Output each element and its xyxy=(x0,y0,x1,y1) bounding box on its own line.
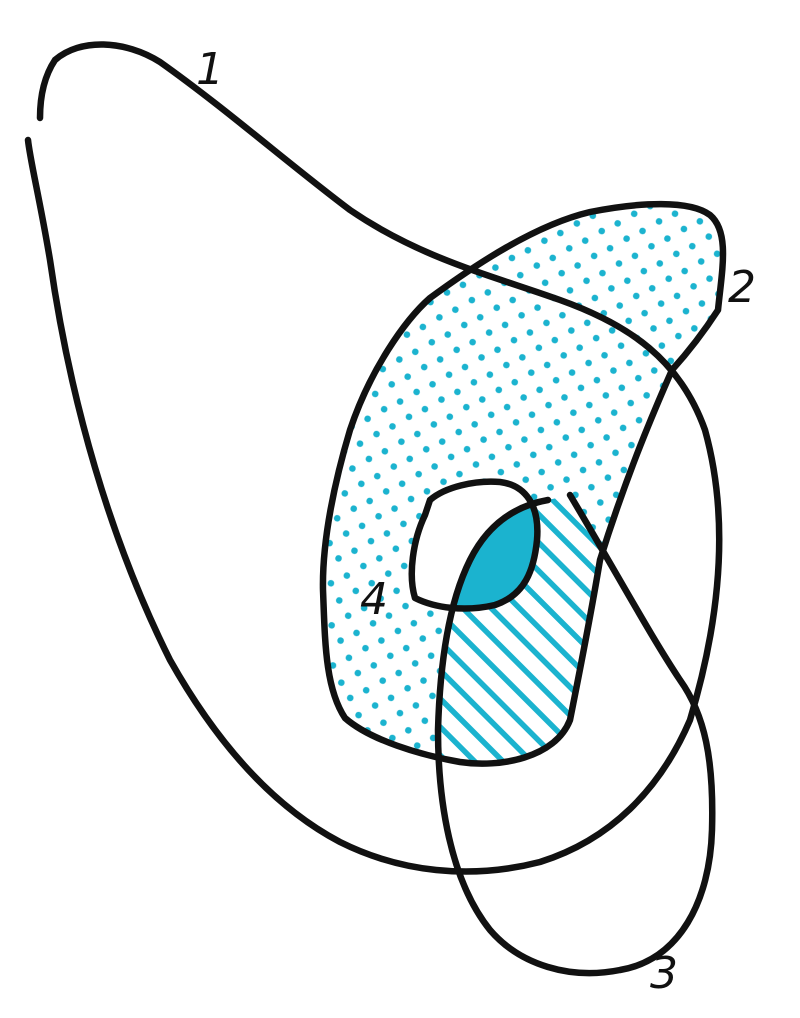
region-1-label: 1 xyxy=(196,44,224,95)
region-3-label: 3 xyxy=(650,948,678,999)
region-2-label: 2 xyxy=(728,262,756,313)
region-4-label: 4 xyxy=(360,574,388,625)
